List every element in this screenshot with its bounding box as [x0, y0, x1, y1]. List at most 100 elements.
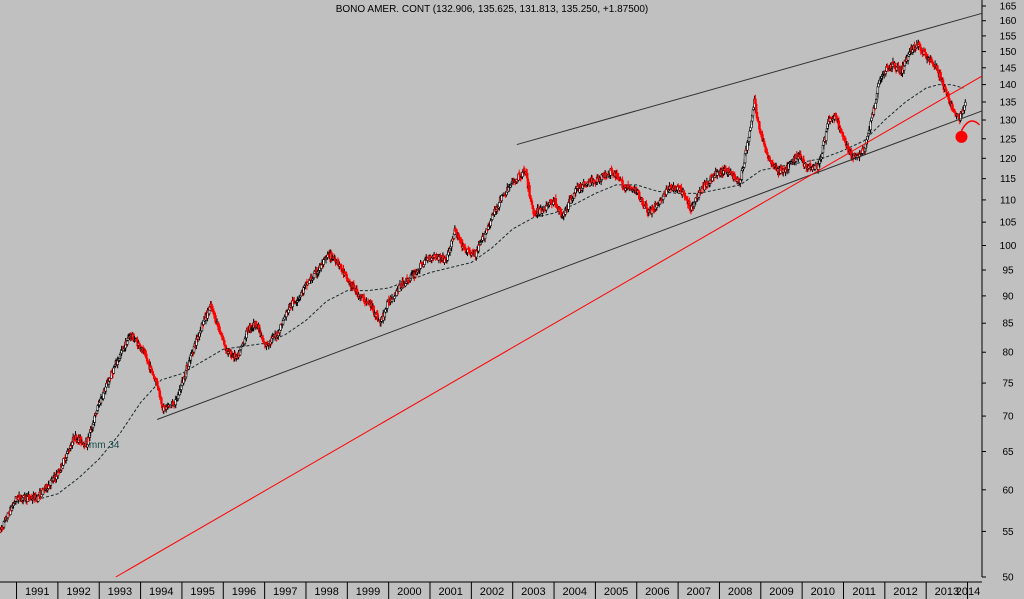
y-tick-label: 75: [1002, 379, 1014, 390]
y-axis: 50 55 60 65 70 75 80 85 90 95 100 105 110 115 120 125 13…: [981, 0, 1017, 584]
candle-body: [239, 346, 243, 351]
y-tick-label: 130: [1000, 116, 1017, 127]
candle: [188, 356, 191, 368]
candle-body: [641, 198, 644, 206]
candle: [824, 131, 828, 145]
marker-dot: [955, 130, 968, 143]
x-tick-label: 1997: [273, 586, 297, 598]
x-tick-label: 2012: [893, 586, 917, 598]
candle: [126, 339, 129, 347]
candle: [645, 200, 648, 208]
candle-body: [93, 415, 96, 423]
candle-body: [157, 385, 160, 391]
red-support-line: [115, 75, 983, 578]
y-tick-label: 120: [1000, 154, 1017, 165]
candle-body: [764, 146, 767, 153]
lower-channel-line: [156, 110, 983, 420]
candle-body: [820, 153, 824, 158]
y-tick-label: 115: [1000, 174, 1016, 185]
candle-body: [214, 315, 217, 323]
candle: [18, 494, 22, 501]
y-tick-label: 140: [1000, 80, 1017, 91]
moving-average-label: mm 34: [89, 440, 120, 451]
candle-body: [697, 192, 701, 198]
candle-body: [521, 171, 524, 177]
candle-body: [67, 450, 71, 452]
candle-body: [884, 71, 887, 75]
candle-body: [372, 305, 375, 313]
candle: [386, 299, 389, 313]
x-tick-label: 2006: [645, 586, 669, 598]
candle: [697, 191, 701, 201]
candle-body: [874, 102, 877, 109]
x-tick-label: 1993: [108, 586, 132, 598]
x-tick-label: 2004: [562, 586, 586, 598]
candle-body: [748, 130, 752, 138]
trendlines: [115, 12, 983, 578]
candle-body: [584, 185, 588, 188]
candle-body: [352, 283, 356, 288]
y-tick-label: 50: [1002, 573, 1014, 584]
candle-body: [766, 151, 769, 155]
candle: [770, 160, 773, 168]
candle-body: [188, 360, 191, 367]
candle-body: [41, 487, 45, 495]
candle-body: [525, 172, 529, 179]
candle-body: [65, 453, 68, 458]
candle-body: [876, 86, 880, 94]
x-tick-label: 1994: [149, 586, 173, 598]
y-tick-label: 80: [1002, 348, 1014, 359]
candle-body: [645, 203, 648, 208]
y-tick-label: 150: [1000, 47, 1017, 58]
candlesticks: [0, 39, 967, 534]
y-tick-label: 165: [1000, 2, 1017, 13]
x-tick-label: 2013: [935, 586, 959, 598]
candle-body: [964, 101, 967, 107]
candle-body: [567, 202, 570, 210]
candle-body: [222, 337, 225, 341]
x-tick-label: 1998: [314, 586, 338, 598]
candle: [212, 309, 216, 319]
candle: [352, 280, 356, 288]
candle-body: [5, 517, 9, 521]
candle-body: [824, 131, 828, 141]
x-tick-label: 1991: [25, 586, 49, 598]
x-tick-label: 2014: [956, 586, 980, 598]
y-tick-label: 110: [1000, 195, 1016, 206]
candle-body: [742, 167, 745, 170]
x-tick-label: 2010: [811, 586, 835, 598]
candle-body: [528, 185, 531, 197]
x-tick-label: 1999: [356, 586, 380, 598]
y-tick-label: 90: [1002, 291, 1014, 302]
candle-body: [747, 137, 751, 142]
candle-body: [112, 367, 115, 374]
x-tick-label: 1995: [190, 586, 214, 598]
candle-body: [61, 465, 65, 469]
candle: [423, 259, 426, 266]
y-tick-label: 160: [1000, 16, 1017, 27]
x-tick-label: 2002: [480, 586, 504, 598]
candle: [766, 148, 769, 156]
x-tick-label: 2007: [687, 586, 711, 598]
upper-channel-line: [516, 12, 983, 146]
x-tick-label: 1992: [66, 586, 90, 598]
candle-body: [945, 88, 948, 93]
candle-body: [322, 259, 325, 265]
candle: [530, 200, 534, 206]
x-tick-label: 2003: [521, 586, 545, 598]
candle-body: [71, 441, 74, 446]
x-tick-label: 1996: [232, 586, 256, 598]
candle-body: [936, 65, 939, 72]
candle-body: [302, 287, 305, 294]
candle-body: [530, 200, 534, 206]
candle-body: [156, 380, 159, 387]
candle-body: [285, 311, 288, 318]
marker-arrow: [960, 120, 980, 132]
x-tick-label: 2011: [852, 586, 876, 598]
y-tick-label: 60: [1002, 485, 1014, 496]
candle: [742, 167, 745, 172]
y-tick-label: 65: [1002, 447, 1014, 458]
